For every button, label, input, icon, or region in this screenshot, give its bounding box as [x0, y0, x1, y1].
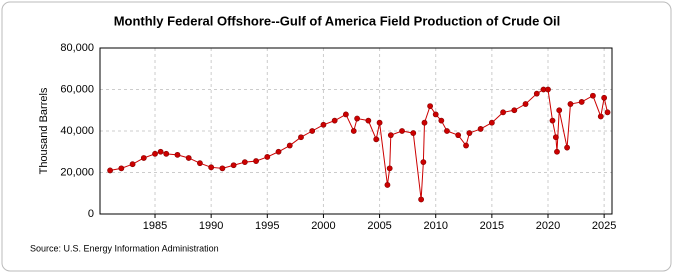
point: [522, 101, 529, 107]
point: [107, 167, 114, 174]
point: [438, 117, 445, 124]
point: [564, 144, 570, 151]
point: [185, 155, 192, 161]
x-tick-label: 2015: [480, 220, 504, 232]
chart-title: Monthly Federal Offshore--Gulf of Americ…: [114, 13, 561, 28]
point: [253, 158, 259, 164]
y-tick-label: 0: [88, 208, 94, 220]
point: [477, 126, 484, 132]
point: [275, 148, 282, 155]
point: [309, 128, 316, 134]
point: [387, 132, 394, 139]
x-tick-label: 2020: [536, 220, 560, 232]
point: [601, 94, 608, 101]
point: [418, 196, 425, 203]
point: [463, 142, 469, 149]
point: [466, 130, 473, 136]
point: [604, 109, 611, 116]
point: [410, 130, 417, 136]
point: [578, 99, 585, 105]
point: [376, 119, 383, 126]
point: [157, 148, 164, 155]
point: [549, 117, 556, 124]
point: [488, 119, 495, 126]
x-tick-label: 2000: [311, 220, 335, 232]
point: [241, 159, 248, 166]
point: [264, 154, 271, 160]
x-tick-label: 1990: [199, 220, 223, 232]
point: [174, 151, 181, 158]
point: [386, 165, 393, 172]
y-tick-label: 80,000: [60, 42, 94, 54]
y-tick-label: 20,000: [60, 166, 94, 178]
point: [129, 161, 136, 168]
point: [354, 115, 361, 122]
point: [455, 132, 462, 139]
x-tick-label: 2010: [423, 220, 447, 232]
source: Source: U.S. Energy Information Administ…: [30, 243, 219, 253]
point: [552, 134, 559, 141]
point: [556, 107, 563, 114]
point: [567, 101, 574, 107]
point: [208, 164, 215, 171]
point: [511, 107, 518, 114]
point: [432, 111, 439, 118]
point: [427, 103, 434, 109]
x-tick-label: 2005: [367, 220, 391, 232]
point: [444, 128, 450, 134]
y-tick-label: 60,000: [60, 83, 94, 95]
point: [331, 117, 338, 124]
point: [399, 128, 405, 134]
point: [533, 90, 540, 97]
point: [118, 165, 125, 172]
point: [286, 142, 293, 149]
frame: [1, 1, 672, 272]
point: [500, 109, 506, 116]
point: [421, 119, 428, 126]
point: [554, 148, 560, 155]
point: [298, 134, 304, 141]
y-tick-label: 40,000: [60, 125, 94, 137]
point: [545, 86, 551, 93]
point: [163, 150, 170, 157]
point: [597, 113, 604, 120]
point: [197, 160, 203, 167]
point: [140, 155, 147, 161]
point: [384, 182, 391, 188]
point: [152, 150, 158, 157]
point: [420, 159, 427, 166]
point: [320, 121, 327, 128]
x-tick-label: 2025: [592, 220, 616, 232]
plot-border: [99, 47, 613, 215]
x-tick-label: 1995: [255, 220, 279, 232]
point: [219, 165, 226, 172]
point: [342, 111, 349, 118]
point: [350, 128, 357, 134]
point: [373, 136, 380, 143]
point: [230, 162, 237, 169]
point: [590, 92, 596, 99]
x-tick-label: 1985: [143, 220, 167, 232]
point: [365, 117, 372, 124]
y-axis-label: Thousand Barrels: [38, 87, 50, 174]
